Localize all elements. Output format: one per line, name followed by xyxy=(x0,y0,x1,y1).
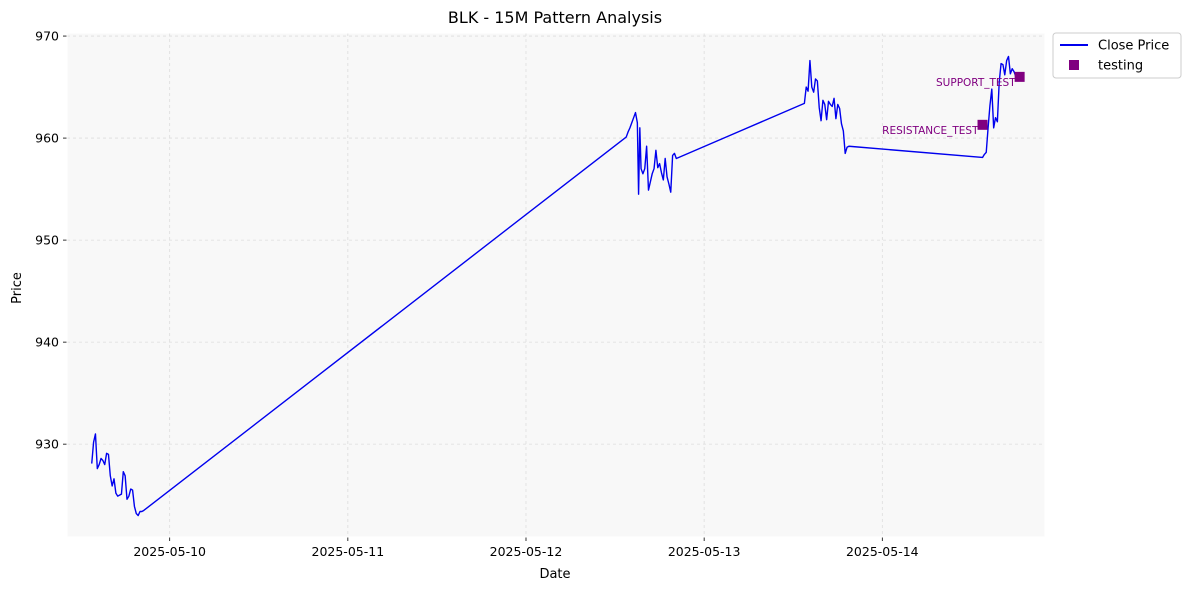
x-tick-label: 2025-05-14 xyxy=(846,544,919,559)
grid-lines xyxy=(67,33,1045,537)
legend-label: testing xyxy=(1098,59,1143,74)
x-tick-label: 2025-05-11 xyxy=(312,544,385,559)
annotation-layer: RESISTANCE_TEST SUPPORT_TEST xyxy=(882,77,1016,137)
x-tick-label: 2025-05-13 xyxy=(668,544,741,559)
y-tick-label: 960 xyxy=(35,131,59,146)
y-tick-label: 940 xyxy=(35,335,59,350)
legend-marker-swatch xyxy=(1069,60,1079,70)
x-tick-label: 2025-05-12 xyxy=(490,544,563,559)
y-tick-label: 950 xyxy=(35,233,59,248)
marker-layer xyxy=(977,71,1025,130)
annotation-label: RESISTANCE_TEST xyxy=(882,125,979,137)
chart-title: BLK - 15M Pattern Analysis xyxy=(448,8,662,27)
legend: Close Price testing xyxy=(1052,32,1182,79)
testing-marker xyxy=(1014,71,1025,82)
x-tick-label: 2025-05-10 xyxy=(133,544,206,559)
y-tick-label: 970 xyxy=(35,29,59,44)
axes: 930 940 950 960 970 2025-05-10 2025-05-11 2025-… xyxy=(35,29,1046,559)
annotation-label: SUPPORT_TEST xyxy=(936,77,1016,89)
y-axis-label: Price xyxy=(10,272,25,304)
plot-background xyxy=(67,33,1045,537)
x-axis-label: Date xyxy=(539,567,570,582)
y-tick-label: 930 xyxy=(35,437,59,452)
series-layer xyxy=(91,55,1017,517)
legend-label: Close Price xyxy=(1098,39,1169,54)
testing-marker xyxy=(977,119,988,130)
close-price-line xyxy=(91,55,1017,517)
